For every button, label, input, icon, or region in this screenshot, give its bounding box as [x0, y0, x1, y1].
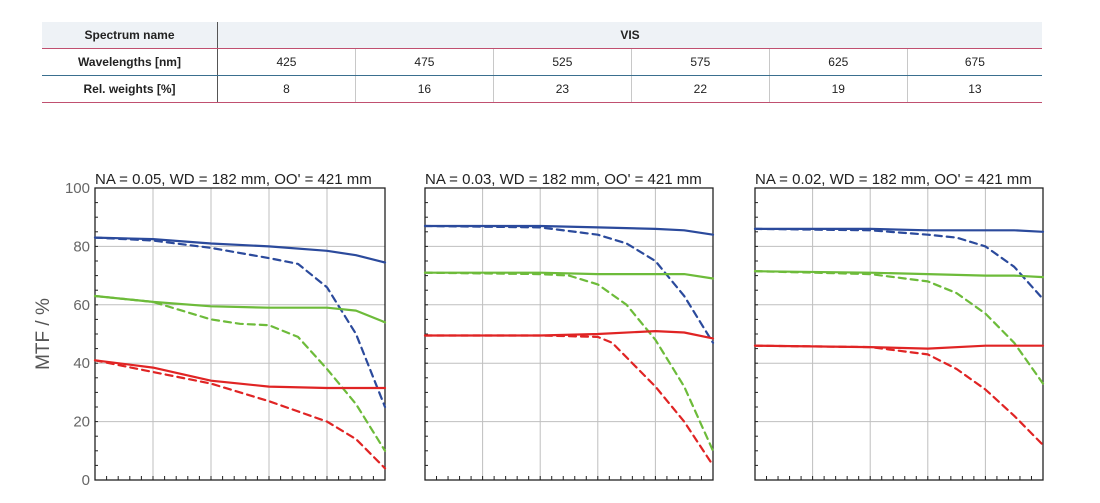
spectrum-row: Spectrum name VIS [42, 22, 1042, 49]
y-tick-label: 100 [65, 180, 90, 197]
mtf-line-blue-solid [423, 224, 715, 236]
mtf-line-red-dashed [93, 359, 387, 470]
mtf-line-blue-solid [753, 227, 1045, 233]
plot-frame [94, 187, 386, 481]
mtf-line-green-solid [423, 271, 715, 280]
mtf-line-green-dashed [753, 270, 1045, 385]
weight-cell: 8 [217, 75, 356, 103]
mtf-line-red-dashed [423, 334, 715, 467]
wavelength-cell: 525 [493, 48, 632, 76]
weight-cell: 23 [493, 75, 632, 103]
y-axis-label: MTF / % [33, 298, 54, 370]
mtf-line-red-dashed [753, 344, 1045, 447]
wavelength-cell: 575 [631, 48, 770, 76]
mtf-line-blue-solid [93, 236, 387, 264]
wavelength-cell: 475 [355, 48, 494, 76]
spectrum-name-label: Spectrum name [42, 22, 218, 49]
y-tick-label: 60 [73, 297, 90, 314]
mtf-line-green-solid [93, 294, 387, 324]
wavelengths-row: Wavelengths [nm] 425 475 525 575 625 675 [42, 48, 1042, 76]
y-tick-label: 0 [82, 472, 90, 489]
y-tick-label: 20 [73, 414, 90, 431]
chart-title: NA = 0.02, WD = 182 mm, OO' = 421 mm [755, 171, 1032, 188]
weight-cell: 19 [769, 75, 908, 103]
y-tick-label: 80 [73, 238, 90, 255]
wavelengths-label: Wavelengths [nm] [42, 48, 218, 76]
mtf-line-red-solid [93, 359, 387, 390]
plot-frame [754, 187, 1044, 481]
mtf-line-blue-dashed [753, 227, 1045, 301]
chart-title: NA = 0.05, WD = 182 mm, OO' = 421 mm [95, 171, 372, 188]
mtf-line-green-dashed [93, 294, 387, 452]
chart-title: NA = 0.03, WD = 182 mm, OO' = 421 mm [425, 171, 702, 188]
mtf-line-blue-dashed [423, 224, 715, 344]
wavelength-cell: 675 [907, 48, 1042, 76]
wavelength-cell: 625 [769, 48, 908, 76]
wavelength-cell: 425 [217, 48, 356, 76]
spectrum-name-value: VIS [217, 22, 1042, 49]
y-tick-label: 40 [73, 355, 90, 372]
weight-cell: 16 [355, 75, 494, 103]
mtf-line-green-solid [753, 270, 1045, 279]
weight-cell: 22 [631, 75, 770, 103]
mtf-line-blue-dashed [93, 236, 387, 409]
plot-frame [424, 187, 714, 481]
weights-label: Rel. weights [%] [42, 75, 218, 103]
weight-cell: 13 [907, 75, 1042, 103]
spectrum-table: Spectrum name VIS Wavelengths [nm] 425 4… [42, 22, 1042, 103]
mtf-line-green-dashed [423, 271, 715, 452]
weights-row: Rel. weights [%] 8 16 23 22 19 13 [42, 75, 1042, 103]
